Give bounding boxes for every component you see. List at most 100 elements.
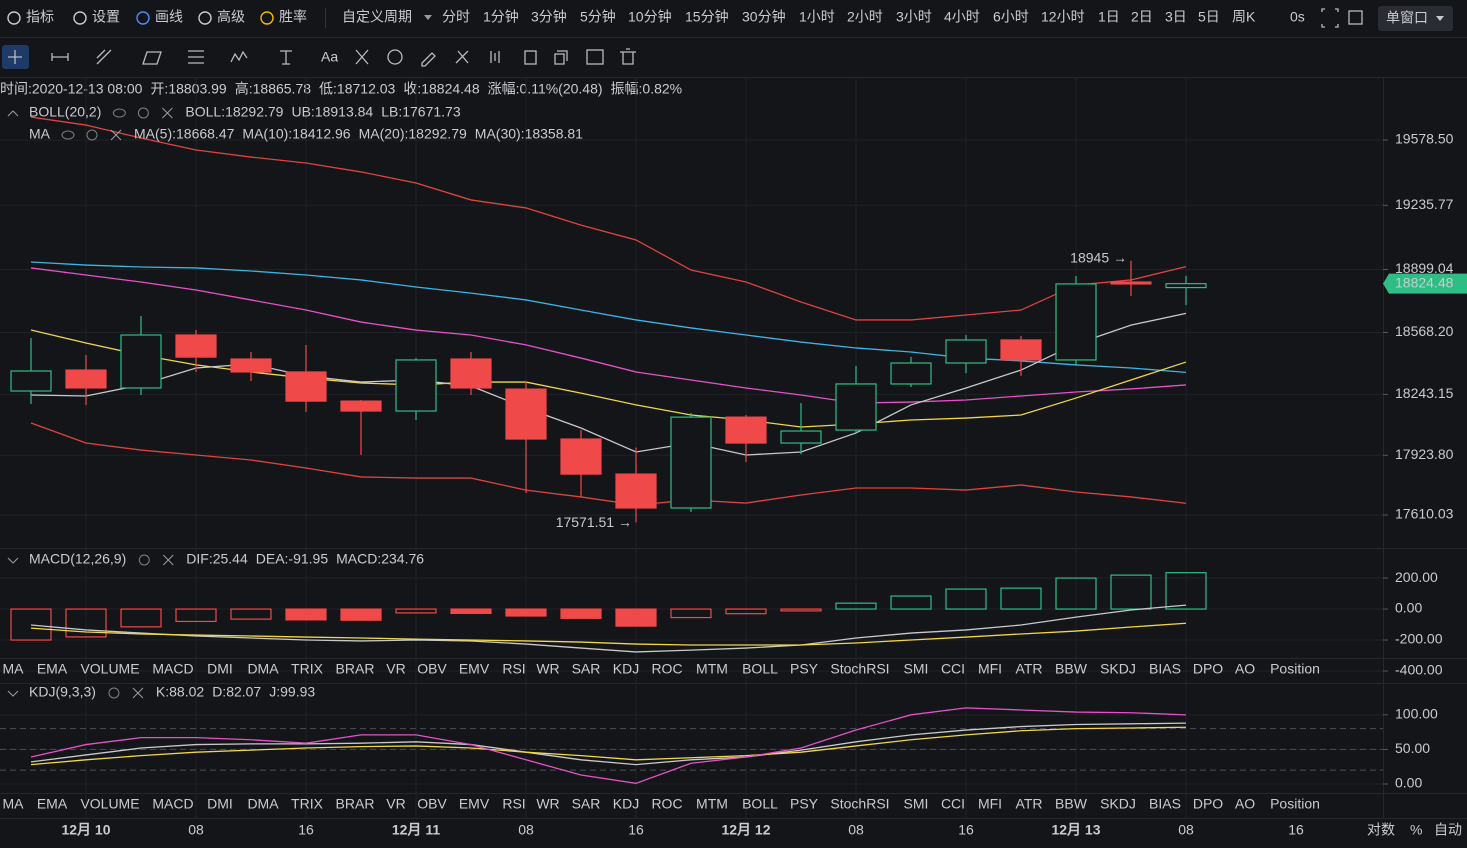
indicator-tab[interactable]: EMA	[37, 661, 68, 677]
period-button[interactable]: 1小时	[799, 9, 835, 25]
indicator-tab[interactable]: OBV	[417, 796, 447, 812]
indicator-tab[interactable]: MACD	[152, 661, 193, 677]
wave-tool[interactable]	[230, 50, 248, 63]
indicator-tab[interactable]: SAR	[572, 796, 601, 812]
indicator-tab[interactable]: SKDJ	[1100, 796, 1136, 812]
period-button[interactable]: 周K	[1232, 9, 1256, 25]
indicator-tab[interactable]: BIAS	[1149, 661, 1181, 677]
indicator-tab[interactable]: DMI	[207, 796, 233, 812]
period-button[interactable]: 15分钟	[685, 9, 729, 25]
indicator-tab[interactable]: KDJ	[613, 661, 639, 677]
period-button[interactable]: 1日	[1098, 9, 1120, 25]
pattern-tool[interactable]	[355, 49, 369, 65]
pen-tool[interactable]	[421, 52, 436, 67]
tool-button[interactable]: 高级	[217, 9, 245, 25]
indicator-tab[interactable]: TRIX	[291, 796, 324, 812]
log-toggle[interactable]: 对数	[1367, 822, 1395, 838]
settings-icon[interactable]	[137, 107, 149, 119]
collapse-arrow[interactable]	[7, 110, 19, 117]
indicator-tab[interactable]: ROC	[651, 796, 682, 812]
indicator-tab[interactable]: MTM	[696, 661, 728, 677]
template-tool[interactable]	[586, 49, 604, 65]
indicator-tab[interactable]: VR	[386, 661, 405, 677]
indicator-tab[interactable]: SAR	[572, 661, 601, 677]
settings-icon[interactable]	[86, 129, 98, 141]
indicator-tab[interactable]: BRAR	[336, 661, 375, 677]
indicator-tab[interactable]: MA	[3, 796, 25, 812]
indicator-tab[interactable]: PSY	[790, 661, 819, 677]
tool-button[interactable]: 胜率	[279, 9, 307, 25]
period-button[interactable]: 4小时	[944, 9, 980, 25]
indicator-tab[interactable]: EMV	[459, 796, 490, 812]
period-button[interactable]: 1分钟	[483, 9, 519, 25]
collapse-arrow[interactable]	[7, 557, 19, 564]
indicator-tab[interactable]: SMI	[904, 796, 929, 812]
indicator-tab[interactable]: SMI	[904, 661, 929, 677]
indicator-tab[interactable]: VOLUME	[80, 661, 139, 677]
indicator-tab[interactable]: MTM	[696, 796, 728, 812]
indicator-tab[interactable]: CCI	[941, 796, 965, 812]
indicator-tab[interactable]: AO	[1235, 661, 1255, 677]
indicator-tab[interactable]: PSY	[790, 796, 819, 812]
close-icon[interactable]	[132, 687, 144, 699]
indicator-tab[interactable]: StochRSI	[830, 661, 889, 677]
indicator-tab[interactable]: DPO	[1193, 796, 1223, 812]
period-button[interactable]: 5日	[1198, 9, 1220, 25]
indicator-tab[interactable]: ATR	[1016, 661, 1043, 677]
period-button[interactable]: 3分钟	[531, 9, 567, 25]
auto-toggle[interactable]: 自动	[1434, 822, 1462, 838]
period-button[interactable]: 2小时	[847, 9, 883, 25]
fib-tool[interactable]	[188, 50, 204, 64]
tool-button[interactable]: 指标	[26, 9, 54, 25]
period-button[interactable]: 3小时	[896, 9, 932, 25]
shape-tool[interactable]	[142, 51, 162, 65]
close-icon[interactable]	[110, 129, 122, 141]
indicator-tab[interactable]: AO	[1235, 796, 1255, 812]
tool-button[interactable]: 设置	[92, 9, 120, 25]
indicator-tab[interactable]: EMA	[37, 796, 68, 812]
period-button[interactable]: 3日	[1165, 9, 1187, 25]
indicator-tab[interactable]: DMI	[207, 661, 233, 677]
period-button[interactable]: 30分钟	[742, 9, 786, 25]
indicator-tab[interactable]: BBW	[1055, 661, 1088, 677]
hide-tool[interactable]	[524, 50, 537, 65]
delete-tool[interactable]	[620, 48, 636, 65]
tool-button[interactable]: 画线	[155, 9, 183, 25]
eye-icon[interactable]	[61, 130, 75, 140]
percent-toggle[interactable]: %	[1410, 822, 1422, 838]
indicator-tab[interactable]: DMA	[247, 661, 279, 677]
text-tool[interactable]: Aa	[321, 49, 338, 65]
indicator-tab[interactable]: RSI	[502, 796, 525, 812]
hline-tool[interactable]	[51, 53, 69, 61]
fullscreen-icon[interactable]	[1321, 8, 1339, 28]
close-icon[interactable]	[162, 554, 174, 566]
indicator-tab[interactable]: MA	[3, 661, 25, 677]
indicator-tab[interactable]: Position	[1270, 796, 1320, 812]
indicator-tab[interactable]: MFI	[978, 661, 1002, 677]
indicator-tab[interactable]: BIAS	[1149, 796, 1181, 812]
indicator-tab[interactable]: VR	[386, 796, 405, 812]
custom-period[interactable]: 自定义周期	[342, 9, 412, 25]
indicator-tab[interactable]: ROC	[651, 661, 682, 677]
indicator-tab[interactable]: OBV	[417, 661, 447, 677]
period-button[interactable]: 5分钟	[580, 9, 616, 25]
indicator-tab[interactable]: KDJ	[613, 796, 639, 812]
indicator-tab[interactable]: SKDJ	[1100, 661, 1136, 677]
indicator-tab[interactable]: Position	[1270, 661, 1320, 677]
period-button[interactable]: 12小时	[1041, 9, 1085, 25]
indicator-tab[interactable]: WR	[536, 796, 559, 812]
window-label[interactable]: 单窗口	[1386, 10, 1428, 26]
period-button[interactable]: 6小时	[993, 9, 1029, 25]
settings-icon[interactable]	[138, 554, 150, 566]
magnet-tool[interactable]	[387, 49, 403, 65]
indicator-tab[interactable]: CCI	[941, 661, 965, 677]
indicator-tab[interactable]: BOLL	[742, 661, 778, 677]
collapse-arrow[interactable]	[7, 690, 19, 697]
eye-icon[interactable]	[112, 108, 126, 118]
indicator-tab[interactable]: TRIX	[291, 661, 324, 677]
indicator-tab[interactable]: MACD	[152, 796, 193, 812]
window-select[interactable]	[1378, 6, 1453, 31]
indicator-tab[interactable]: BOLL	[742, 796, 778, 812]
indicator-tab[interactable]: RSI	[502, 661, 525, 677]
trend-tool[interactable]	[96, 49, 112, 65]
